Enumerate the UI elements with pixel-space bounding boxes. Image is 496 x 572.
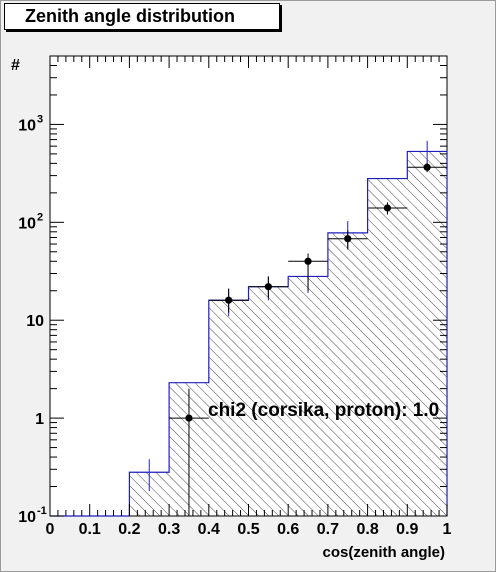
x-tick-label: 0.7 <box>317 521 339 538</box>
histogram-bin <box>367 178 408 516</box>
y-tick-exponent: 3 <box>37 113 43 125</box>
data-point <box>344 235 352 243</box>
x-tick-label: 0.9 <box>396 521 418 538</box>
x-tick-label: 0.8 <box>356 521 378 538</box>
histogram-bin <box>248 286 289 516</box>
y-axis-label: # <box>11 57 20 74</box>
histogram-layer <box>50 140 448 517</box>
data-point <box>264 283 272 291</box>
data-point <box>383 204 392 212</box>
histogram-bin <box>327 232 368 516</box>
x-axis-label: cos(zenith angle) <box>322 544 445 561</box>
y-tick-label: 10 <box>26 313 44 330</box>
y-tick-label: 10 <box>18 509 36 526</box>
x-tick-label: 1 <box>443 521 452 538</box>
x-tick-label: 0.4 <box>198 521 220 538</box>
data-point <box>423 163 431 171</box>
data-point <box>185 414 193 422</box>
y-tick-label: 10 <box>18 117 36 134</box>
histogram-bin <box>407 151 447 516</box>
histogram-bin <box>208 300 249 516</box>
y-tick-exponent: -1 <box>37 505 47 517</box>
x-tick-label: 0.2 <box>118 521 140 538</box>
x-tick-label: 0.1 <box>79 521 101 538</box>
y-tick-exponent: 2 <box>37 211 43 223</box>
data-point <box>304 257 312 265</box>
x-tick-label: 0 <box>46 521 55 538</box>
x-tick-label: 0.5 <box>237 521 259 538</box>
x-tick-label: 0.3 <box>158 521 180 538</box>
histogram-bin <box>288 276 328 516</box>
data-points-layer <box>169 162 447 516</box>
y-tick-label: 1 <box>35 411 44 428</box>
y-tick-label: 10 <box>18 215 36 232</box>
data-point <box>225 296 233 304</box>
x-tick-label: 0.6 <box>277 521 299 538</box>
chart-title: Zenith angle distribution <box>4 3 280 30</box>
chi2-annotation: chi2 (corsika, proton): 1.0 <box>208 400 439 421</box>
